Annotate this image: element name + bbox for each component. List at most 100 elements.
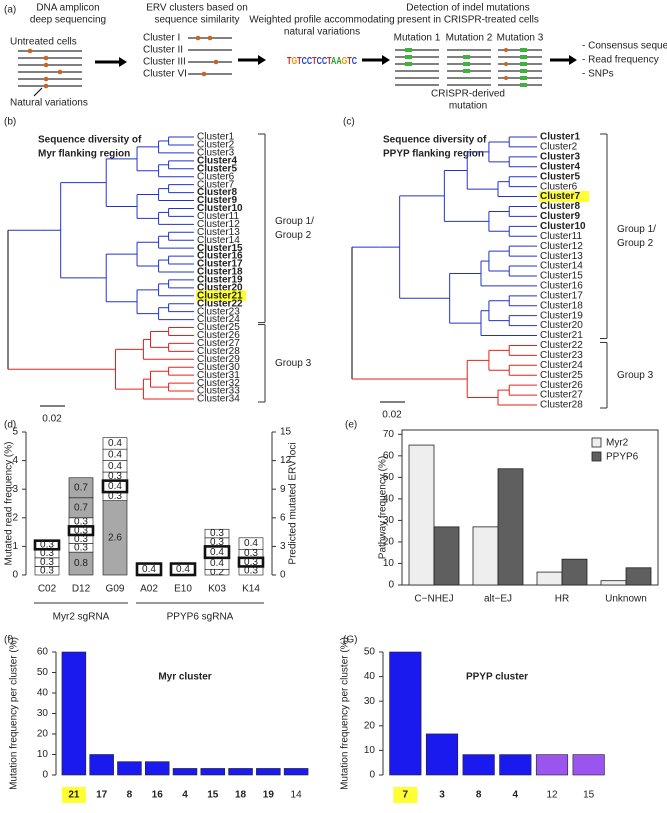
axis-title: Mutation frequency per cluster (%) xyxy=(9,637,20,790)
leaf-label: Cluster31 xyxy=(197,370,240,381)
leaf-label: Cluster19 xyxy=(197,275,243,286)
y-tick-label: 20 xyxy=(383,537,395,548)
tree-title: Myr flanking region xyxy=(38,149,130,160)
segment-label: 0.7 xyxy=(74,502,88,513)
y-tick-label: 30 xyxy=(37,708,49,719)
group-label: Group 3 xyxy=(275,358,312,369)
bar-segment xyxy=(101,479,129,494)
category-highlight xyxy=(61,787,86,803)
output-label: - SNPs xyxy=(582,69,614,80)
x-tick-label: C−NHEJ xyxy=(414,594,453,605)
scale-label: 0.02 xyxy=(42,414,62,425)
leaf-label: Cluster14 xyxy=(540,261,583,272)
chart-title: Myr cluster xyxy=(158,672,211,683)
segment-label: 0.4 xyxy=(108,438,122,449)
logo-letter: T xyxy=(312,56,316,67)
group-label: PPYP6 sgRNA xyxy=(167,612,234,623)
mutation-mark xyxy=(520,69,527,73)
segment-label: 0.3 xyxy=(40,565,54,576)
tree-title: PPYP flanking region xyxy=(383,149,484,160)
bar xyxy=(535,754,569,776)
leaf-label: Cluster27 xyxy=(197,338,240,349)
arrow-head xyxy=(258,55,266,65)
tree-title: Sequence diversity of xyxy=(38,135,142,146)
group-label: Group 2 xyxy=(275,230,312,241)
crispr-label: mutation xyxy=(449,101,487,112)
x-tick-label: 19 xyxy=(263,790,275,801)
step-title: natural variations xyxy=(284,27,360,38)
segment-label: 0.4 xyxy=(244,538,258,549)
x-tick-label: HR xyxy=(555,594,569,605)
leaf-highlight xyxy=(196,290,246,302)
leaf-label: Cluster34 xyxy=(197,394,240,405)
bar xyxy=(200,768,226,776)
leaf-highlight xyxy=(539,191,589,203)
variation-dot xyxy=(195,35,201,41)
variation-dot xyxy=(201,71,207,77)
variation-dot xyxy=(57,69,63,75)
arrow-head xyxy=(119,57,127,67)
bar-segment xyxy=(102,437,128,450)
step-title: deep sequencing xyxy=(30,15,106,26)
output-label: - Read frequency xyxy=(582,55,659,66)
variation-dot xyxy=(504,76,508,80)
y-tick-label: 50 xyxy=(383,472,395,483)
tree-title: Sequence diversity of xyxy=(383,135,487,146)
panel-label: (c) xyxy=(343,117,355,128)
leaf-label: Cluster5 xyxy=(540,171,580,182)
leaf-label: Cluster20 xyxy=(197,282,243,293)
panel-label: (G) xyxy=(343,635,357,646)
mutation-label: Mutation 3 xyxy=(497,33,544,44)
bar xyxy=(283,768,309,776)
y-tick-label: 70 xyxy=(383,429,395,440)
variation-dot xyxy=(504,48,508,52)
x-tick-label: 12 xyxy=(546,790,558,801)
x-tick-label: Unknown xyxy=(605,594,647,605)
y-tick-label: 2 xyxy=(12,512,18,523)
axis-title: Pathway frequency (%) xyxy=(378,456,389,559)
bar xyxy=(499,754,532,776)
y-tick-label: 0 xyxy=(280,570,286,581)
leaf-label: Cluster19 xyxy=(540,310,583,321)
y-tick-label: 0 xyxy=(12,570,18,581)
group-label: Group 1/ xyxy=(275,216,314,227)
segment-label: 0.3 xyxy=(74,542,88,553)
y-tick-label: 60 xyxy=(383,450,395,461)
segment-label: 0.7 xyxy=(74,482,88,493)
segment-label: 0.3 xyxy=(210,537,224,548)
leaf-label: Cluster32 xyxy=(197,378,240,389)
cluster-label: Cluster I xyxy=(143,33,180,44)
y-tick-label: 15 xyxy=(280,427,292,438)
mutation-mark xyxy=(463,62,470,66)
mutation-mark xyxy=(405,48,412,52)
y-tick-label: 3 xyxy=(280,541,286,552)
scale-label: 0.02 xyxy=(382,410,402,421)
leaf-label: Cluster13 xyxy=(197,227,240,238)
leaf-label: Cluster21 xyxy=(197,290,243,301)
leaf-label: Cluster11 xyxy=(197,211,239,222)
bar xyxy=(425,733,459,776)
leaf-label: Cluster1 xyxy=(197,132,235,143)
variation-label: Natural variations xyxy=(10,98,88,109)
step-title: present in CRISPR-treated cells xyxy=(397,15,539,26)
leaf-label: Cluster10 xyxy=(540,221,586,232)
x-tick-label: 21 xyxy=(68,790,80,801)
segment-label: 0.3 xyxy=(108,471,122,482)
bar xyxy=(61,651,87,776)
leaf-label: Cluster2 xyxy=(197,140,235,151)
y-tick-label: 20 xyxy=(364,720,376,731)
leaf-label: Cluster20 xyxy=(540,320,583,331)
segment-label: 0.3 xyxy=(40,540,54,551)
leaf-label: Cluster8 xyxy=(197,187,237,198)
y-tick-label: 50 xyxy=(37,667,49,678)
x-tick-label: 15 xyxy=(207,790,219,801)
x-tick-label: 14 xyxy=(291,790,303,801)
leaf-label: Cluster17 xyxy=(197,259,243,270)
panel-label: (a) xyxy=(4,5,16,16)
segment-label: 0.4 xyxy=(210,547,224,558)
leaf-label: Cluster30 xyxy=(197,362,240,373)
x-tick-label: 15 xyxy=(583,790,595,801)
x-tick-label: 17 xyxy=(96,790,108,801)
x-tick-label: 7 xyxy=(403,790,409,801)
y-tick-label: 30 xyxy=(383,515,395,526)
